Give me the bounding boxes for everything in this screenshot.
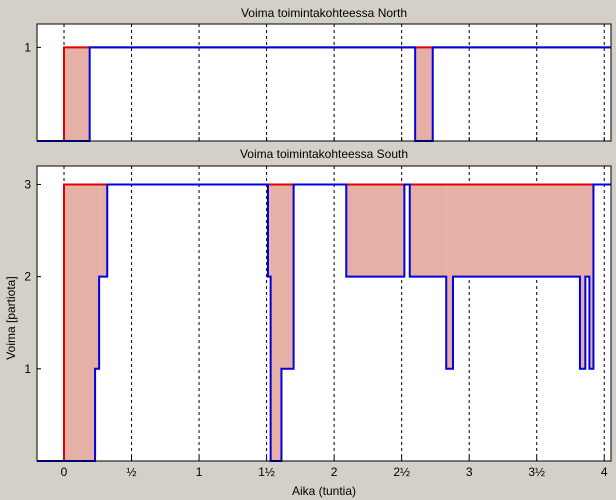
x-tick-label: 0 [61,465,68,479]
panel-north-frame [36,23,612,142]
y-tick-label: 1 [24,40,31,54]
x-tick-label: 3 [466,465,473,479]
x-tick-label: ½ [127,465,137,479]
panel-south-title: Voima toimintakohteessa South [240,147,408,161]
panel-north-deficit-area [64,47,433,141]
available-line [37,183,611,462]
deficit-segment [452,184,580,277]
deficit-segment [64,47,90,141]
panel-south-frame [36,165,612,462]
panel-south-x-ticks: 0 ½ 1 1½ 2 2½ 3 3½ 4 [61,465,608,479]
x-tick-label: 1 [196,465,203,479]
deficit-segment [270,184,282,461]
y-axis-label: Voima [partiota] [4,276,18,359]
x-tick-label: 2 [331,465,338,479]
panel-south-deficit-area [64,184,594,461]
panel-north-grid [63,24,605,141]
panel-north: Voima toimintakohteessa North 1 [24,6,612,142]
panel-north-title: Voima toimintakohteessa North [241,6,407,20]
x-axis-label: Aika (tuntia) [292,484,356,498]
x-tick-label: 2½ [393,465,410,479]
deficit-segment [281,184,294,369]
deficit-segment [346,184,405,277]
deficit-segment [415,47,433,141]
deficit-segment [589,184,594,369]
panel-south-y-ticks: 1 2 3 [24,177,41,376]
deficit-segment [99,184,108,277]
x-tick-label: 4 [601,465,608,479]
x-tick-label: 1½ [258,465,275,479]
deficit-segment [64,184,96,461]
deficit-segment [579,184,586,369]
deficit-segment [585,184,590,277]
panel-north-axes [36,23,612,142]
x-tick-label: 3½ [528,465,545,479]
y-tick-label: 2 [24,270,31,284]
deficit-segment [267,184,271,277]
panel-north-y-ticks: 1 [24,40,41,54]
deficit-segment [446,184,453,369]
available-line [37,46,611,142]
deficit-segment [409,184,447,277]
y-tick-label: 3 [24,177,31,191]
deficit-segment [95,184,100,369]
y-tick-label: 1 [24,362,31,376]
panel-south: Voima toimintakohteessa South 1 2 3 0 ½ 1 1½ 2… [24,147,612,479]
